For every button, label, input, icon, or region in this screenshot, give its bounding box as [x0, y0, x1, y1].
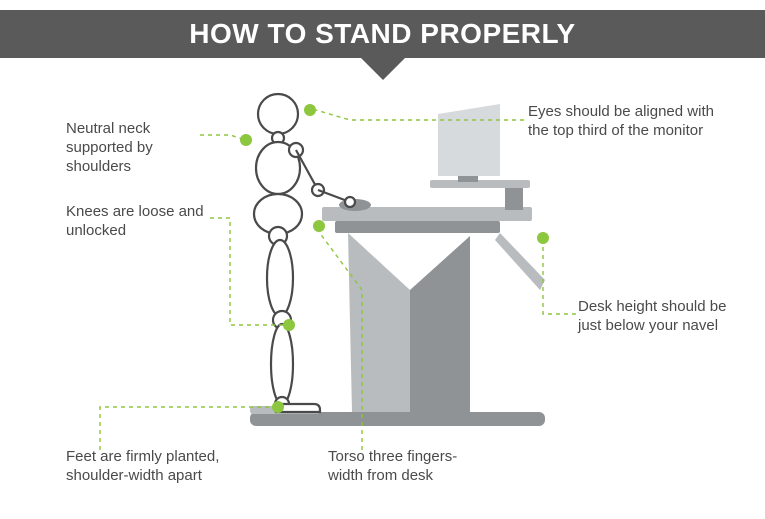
dot-neck: [240, 134, 252, 146]
callout-height: Desk height should be just below your na…: [578, 298, 748, 336]
dot-feet: [272, 401, 284, 413]
header-notch: [361, 58, 405, 80]
dot-height: [537, 232, 549, 244]
callout-neck: Neutral neck supported by shoulders: [66, 120, 206, 176]
callout-knees: Knees are loose and unlocked: [66, 203, 216, 241]
diagram-stage: Neutral neck supported by shoulders Knee…: [0, 80, 765, 519]
callout-torso: Torso three fingers-width from desk: [328, 448, 478, 486]
dot-knees: [283, 319, 295, 331]
dot-eyes: [304, 104, 316, 116]
header-banner: HOW TO STAND PROPERLY: [0, 10, 765, 58]
callout-eyes: Eyes should be aligned with the top thir…: [528, 103, 718, 141]
dot-torso: [313, 220, 325, 232]
callout-feet: Feet are firmly planted, shoulder-width …: [66, 448, 236, 486]
header-title: HOW TO STAND PROPERLY: [189, 18, 575, 49]
